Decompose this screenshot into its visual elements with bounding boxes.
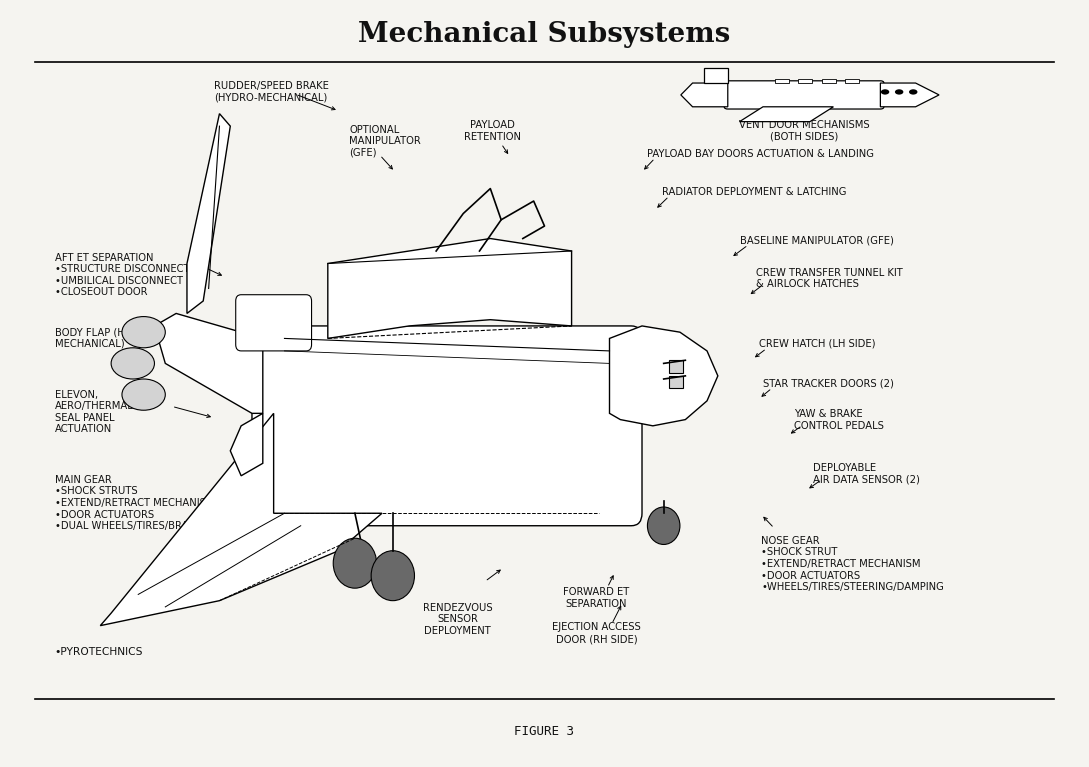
Text: FIGURE 3: FIGURE 3 [514, 725, 575, 738]
Text: BODY FLAP (HYDRO-
MECHANICAL): BODY FLAP (HYDRO- MECHANICAL) [54, 327, 157, 349]
Text: CREW HATCH (LH SIDE): CREW HATCH (LH SIDE) [759, 339, 876, 349]
Text: CREW TRANSFER TUNNEL KIT
& AIRLOCK HATCHES: CREW TRANSFER TUNNEL KIT & AIRLOCK HATCH… [756, 268, 903, 289]
Text: MANIPULATOR
DEPLOY & JETTISON: MANIPULATOR DEPLOY & JETTISON [346, 478, 444, 499]
Text: RUDDER/SPEED BRAKE
(HYDRO-MECHANICAL): RUDDER/SPEED BRAKE (HYDRO-MECHANICAL) [215, 81, 329, 103]
Text: Mechanical Subsystems: Mechanical Subsystems [358, 21, 731, 48]
Text: EJECTION ACCESS
DOOR (RH SIDE): EJECTION ACCESS DOOR (RH SIDE) [552, 623, 641, 644]
Text: PAYLOAD
RETENTION: PAYLOAD RETENTION [464, 120, 521, 141]
Text: YAW & BRAKE
CONTROL PEDALS: YAW & BRAKE CONTROL PEDALS [794, 410, 883, 431]
Text: MAIN GEAR
•SHOCK STRUTS
•EXTEND/RETRACT MECHANISMS
•DOOR ACTUATORS
•DUAL WHEELS/: MAIN GEAR •SHOCK STRUTS •EXTEND/RETRACT … [54, 475, 221, 532]
Text: VENT DOOR MECHANISMS
(BOTH SIDES): VENT DOOR MECHANISMS (BOTH SIDES) [739, 120, 870, 141]
Text: DEPLOYABLE
AIR DATA SENSOR (2): DEPLOYABLE AIR DATA SENSOR (2) [813, 463, 920, 484]
Text: ELEVON,
AERO/THERMAL
SEAL PANEL
ACTUATION: ELEVON, AERO/THERMAL SEAL PANEL ACTUATIO… [54, 390, 134, 434]
Text: STAR TRACKER DOORS (2): STAR TRACKER DOORS (2) [763, 378, 894, 389]
Text: RADIATOR DEPLOYMENT & LATCHING: RADIATOR DEPLOYMENT & LATCHING [661, 186, 846, 196]
Text: •PYROTECHNICS: •PYROTECHNICS [54, 647, 144, 657]
Text: NOSE GEAR
•SHOCK STRUT
•EXTEND/RETRACT MECHANISM
•DOOR ACTUATORS
•WHEELS/TIRES/S: NOSE GEAR •SHOCK STRUT •EXTEND/RETRACT M… [761, 536, 944, 592]
Text: FORWARD ET
SEPARATION: FORWARD ET SEPARATION [563, 588, 629, 609]
Text: RENDEZVOUS
SENSOR
DEPLOYMENT: RENDEZVOUS SENSOR DEPLOYMENT [423, 603, 492, 636]
Text: BASELINE MANIPULATOR (GFE): BASELINE MANIPULATOR (GFE) [739, 235, 893, 245]
Text: PAYLOAD BAY DOORS ACTUATION & LANDING: PAYLOAD BAY DOORS ACTUATION & LANDING [648, 149, 874, 159]
Text: OPTIONAL
MANIPULATOR
(GFE): OPTIONAL MANIPULATOR (GFE) [350, 125, 421, 158]
Text: AFT ET SEPARATION
•STRUCTURE DISCONNECT
•UMBILICAL DISCONNECT
•CLOSEOUT DOOR: AFT ET SEPARATION •STRUCTURE DISCONNECT … [54, 252, 189, 298]
